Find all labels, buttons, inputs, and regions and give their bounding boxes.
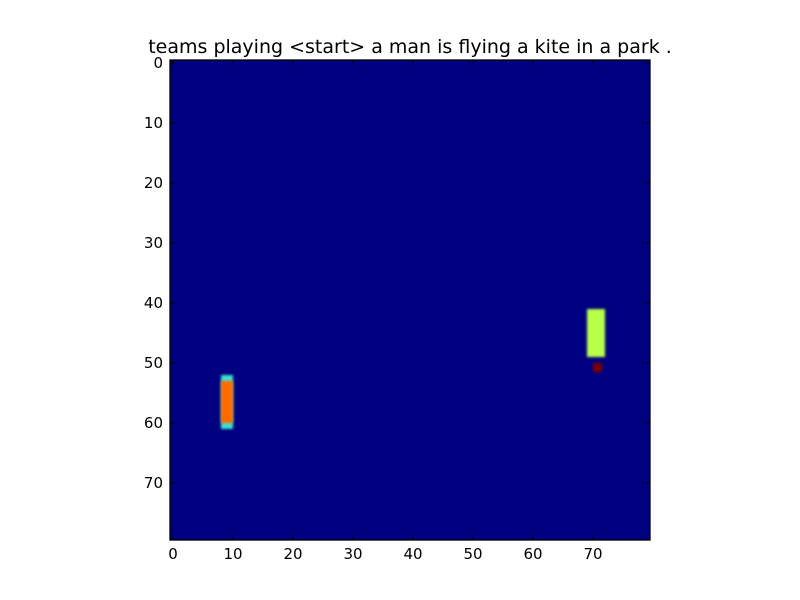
x-axis-ticks: 0 10 20 30 40 50 60 70 [168,60,603,563]
heatmap-blob-right-bar [587,309,605,357]
y-tick-label: 20 [144,174,163,192]
x-tick-label: 10 [223,545,242,563]
heatmap-blob-right-dot [593,363,602,372]
x-tick-label: 60 [523,545,542,563]
x-tick-label: 0 [168,545,178,563]
y-tick-label: 50 [144,354,163,372]
heatmap-blobs [221,309,605,429]
x-tick-label: 30 [343,545,362,563]
y-tick-label: 10 [144,114,163,132]
x-tick-label: 50 [463,545,482,563]
x-tick-label: 40 [403,545,422,563]
heatmap-background [170,60,650,540]
y-tick-label: 40 [144,294,163,312]
plot-frame [169,59,651,541]
x-tick-label: 70 [583,545,602,563]
y-axis-ticks: 0 10 20 30 40 50 60 70 [144,54,650,492]
y-tick-label: 0 [153,54,163,72]
y-tick-label: 30 [144,234,163,252]
x-tick-label: 20 [283,545,302,563]
y-tick-label: 70 [144,474,163,492]
y-tick-label: 60 [144,414,163,432]
chart-title: teams playing <start> a man is flying a … [148,36,672,58]
heatmap-blob-left-bar-core [221,381,233,423]
